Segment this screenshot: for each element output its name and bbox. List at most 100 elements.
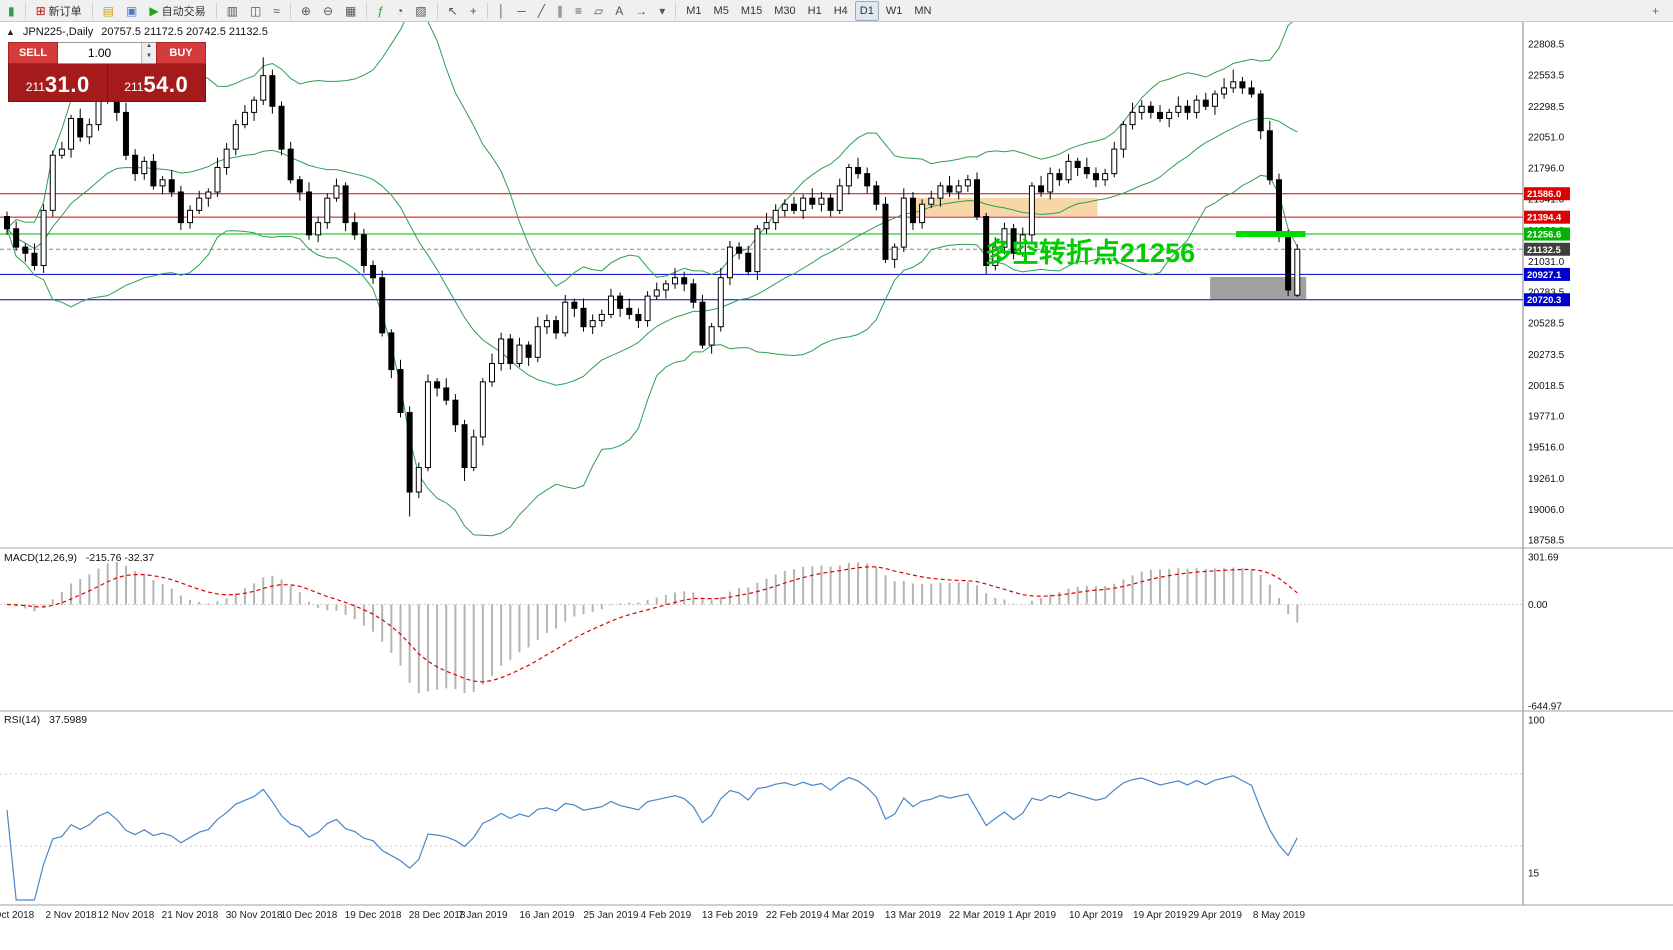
buy-price[interactable]: 211 54.0: [124, 72, 189, 97]
templates-icon[interactable]: ▨: [410, 1, 431, 21]
svg-text:24 Oct 2018: 24 Oct 2018: [0, 910, 35, 921]
demand-zone[interactable]: [1210, 276, 1307, 300]
svg-text:21 Nov 2018: 21 Nov 2018: [162, 910, 219, 921]
svg-text:22051.0: 22051.0: [1528, 132, 1565, 143]
candlestick-chart-icon[interactable]: ◫: [245, 1, 266, 21]
timeframe-h1-button-label: H1: [807, 4, 822, 17]
sell-button[interactable]: SELL: [8, 42, 58, 64]
new-chart-icon[interactable]: ▤: [98, 1, 119, 21]
svg-text:20783.5: 20783.5: [1528, 287, 1565, 298]
svg-text:1 Apr 2019: 1 Apr 2019: [1008, 910, 1057, 921]
chart-title-row: ▲ JPN225-,Daily 20757.5 21172.5 20742.5 …: [6, 26, 268, 38]
buy-button[interactable]: BUY: [156, 42, 206, 64]
svg-text:21586.0: 21586.0: [1527, 189, 1561, 200]
toolbar-separator: [675, 2, 677, 19]
timeframe-mn-button-label: MN: [914, 4, 932, 17]
timeframe-h4-button[interactable]: H4: [829, 1, 853, 21]
fibonacci-icon[interactable]: ≡: [570, 1, 587, 21]
volume-down-icon[interactable]: ▼: [142, 53, 156, 63]
indicators-icon: ƒ: [377, 3, 385, 18]
horizontal-line-icon: ─: [517, 3, 526, 18]
svg-text:30 Nov 2018: 30 Nov 2018: [226, 910, 283, 921]
cursor-icon: ↖: [447, 3, 458, 18]
svg-text:21256.6: 21256.6: [1527, 230, 1561, 241]
timeframe-w1-button-label: W1: [885, 4, 903, 17]
vertical-line-icon[interactable]: │: [493, 1, 511, 21]
profiles-icon: ▣: [126, 3, 138, 18]
profiles-icon[interactable]: ▣: [121, 1, 142, 21]
macd-axis[interactable]: 301.69 0.00 -644.97: [1528, 553, 1562, 713]
horizontal-line-icon[interactable]: ─: [512, 1, 531, 21]
svg-text:4 Feb 2019: 4 Feb 2019: [641, 910, 692, 921]
zoom-in-icon[interactable]: ⊕: [296, 1, 316, 21]
current-price-tag: 21132.5: [1524, 242, 1570, 256]
templates-icon: ▨: [415, 3, 427, 18]
zoom-out-icon[interactable]: ⊖: [318, 1, 338, 21]
svg-text:-644.97: -644.97: [1528, 702, 1562, 713]
toolbar: ▮ ⊞ 新订单 ▤ ▣ ▶ 自动交易 ▥ ◫ ≈ ⊕ ⊖ ▦ ƒ ◔ ▨ ↖ + │ ─ ╱ ∥ ≡ ▱ A → ▾ M1 M5 M15 M…: [0, 0, 1673, 22]
timeframe-m1-button[interactable]: M1: [681, 1, 706, 21]
symbol-period-label: JPN225-,Daily: [22, 26, 94, 38]
autotrading-button[interactable]: ▶ 自动交易: [144, 1, 210, 21]
macd-histogram: [0, 561, 1523, 694]
svg-text:301.69: 301.69: [1528, 553, 1559, 564]
timeframe-m1-button-label: M1: [686, 4, 702, 17]
arrow-objects-icon[interactable]: →: [630, 1, 652, 21]
timeframe-w1-button[interactable]: W1: [881, 1, 908, 21]
new-order-button[interactable]: ⊞ 新订单: [31, 1, 87, 21]
timeframe-m30-button[interactable]: M30: [769, 1, 800, 21]
terminal-icon: ▮: [3, 1, 20, 21]
arrow-objects-icon: →: [635, 3, 648, 18]
indicators-icon[interactable]: ƒ: [372, 1, 389, 21]
bars-chart-icon[interactable]: ▥: [222, 1, 243, 21]
objects-more-icon[interactable]: ▾: [654, 1, 670, 21]
sell-price[interactable]: 211 31.0: [9, 64, 108, 101]
svg-text:20528.5: 20528.5: [1528, 319, 1565, 330]
timeframes-icon[interactable]: ◔: [391, 1, 408, 21]
line-chart-icon[interactable]: ≈: [268, 1, 285, 21]
svg-text:20927.1: 20927.1: [1527, 270, 1562, 281]
rsi-levels: [0, 773, 1523, 847]
price-axis[interactable]: 22808.5 22553.5 22298.5 22051.0 21796.0 21541…: [1522, 22, 1565, 905]
text-icon[interactable]: A: [610, 1, 628, 21]
crosshair-icon[interactable]: +: [465, 1, 482, 21]
timeframe-d1-button[interactable]: D1: [854, 0, 879, 21]
timeframe-h1-button[interactable]: H1: [803, 1, 827, 21]
rsi-label: RSI(14): [4, 714, 41, 726]
svg-text:19771.0: 19771.0: [1528, 411, 1565, 422]
tile-windows-icon[interactable]: ▦: [340, 1, 361, 21]
volume-stepper: ▲ ▼: [58, 42, 156, 64]
shapes-icon: ▱: [593, 3, 604, 18]
timeframe-m15-button[interactable]: M15: [736, 1, 767, 21]
svg-text:22 Feb 2019: 22 Feb 2019: [766, 910, 823, 921]
timeframe-mn-button[interactable]: MN: [909, 1, 936, 21]
rsi-axis[interactable]: 100 15: [1528, 716, 1545, 880]
svg-text:28 Dec 2018: 28 Dec 2018: [409, 910, 466, 921]
timeframe-m5-button[interactable]: M5: [709, 1, 734, 21]
rsi-label-row: RSI(14) 37.5989: [4, 714, 87, 726]
trendline-icon[interactable]: ╱: [533, 1, 550, 21]
vertical-line-icon: │: [497, 3, 506, 18]
annotation-text[interactable]: 多空转折点21256: [985, 237, 1195, 268]
svg-text:21031.0: 21031.0: [1528, 257, 1565, 268]
candlestick-chart-icon: ◫: [249, 3, 262, 18]
new-order-icon: ⊞: [35, 3, 46, 18]
toolbar-separator: [215, 2, 217, 19]
text-icon: A: [615, 3, 624, 18]
one-click-collapse-icon[interactable]: ▲: [6, 27, 15, 37]
volume-up-icon[interactable]: ▲: [142, 43, 156, 53]
svg-text:4 Mar 2019: 4 Mar 2019: [824, 910, 875, 921]
add-indicator-icon[interactable]: +: [1647, 1, 1664, 21]
toolbar-separator: [91, 2, 93, 19]
cursor-icon[interactable]: ↖: [443, 1, 463, 21]
channel-icon[interactable]: ∥: [552, 1, 568, 21]
shapes-icon[interactable]: ▱: [589, 1, 608, 21]
trendline-icon: ╱: [537, 3, 545, 18]
volume-input[interactable]: [58, 43, 141, 63]
svg-text:12 Nov 2018: 12 Nov 2018: [98, 910, 155, 921]
svg-text:29 Apr 2019: 29 Apr 2019: [1188, 910, 1242, 921]
price-tag: 21586.0: [1524, 187, 1570, 201]
objects-more-icon: ▾: [659, 3, 666, 18]
